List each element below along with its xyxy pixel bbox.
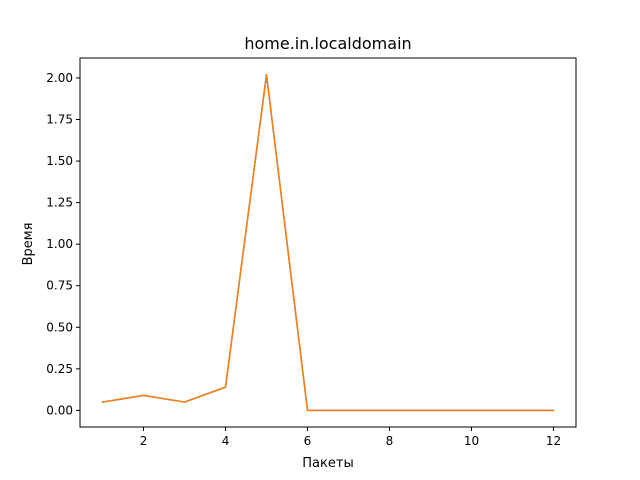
y-tick-label: 1.25 [46,196,73,210]
x-tick-label: 4 [222,434,230,448]
y-tick-label: 1.50 [46,154,73,168]
series-layer [101,73,555,412]
plot-area [80,58,576,427]
y-tick-label: 2.00 [46,71,73,85]
y-tick-label: 1.00 [46,237,73,251]
x-tick-label: 8 [386,434,394,448]
x-tick-label: 12 [546,434,561,448]
y-tick-label: 0.75 [46,279,73,293]
x-axis: 2 4 6 8 10 12 [140,427,561,448]
y-tick-label: 1.75 [46,113,73,127]
y-tick-label: 0.50 [46,320,73,334]
plot-frame [79,57,577,428]
y-axis: 0.00 0.25 0.50 0.75 1.00 1.25 1.50 1.75 2.00 [46,71,80,417]
x-axis-title: Пакеты [302,456,353,471]
plot-background [80,58,576,427]
y-tick-label: 0.25 [46,362,73,376]
chart-title: home.in.localdomain [244,34,411,53]
x-tick-label: 2 [140,434,148,448]
x-tick-label: 10 [464,434,479,448]
x-tick-label: 6 [304,434,312,448]
y-axis-title: Время [21,223,36,266]
series-line-2 [101,73,555,412]
y-tick-label: 0.00 [46,403,73,417]
